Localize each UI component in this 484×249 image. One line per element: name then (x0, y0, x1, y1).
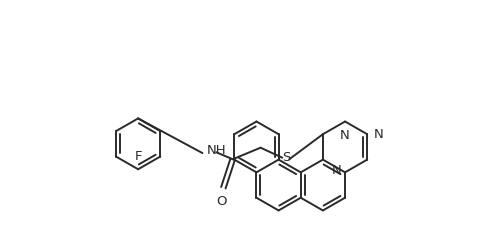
Text: N: N (339, 129, 349, 142)
Text: O: O (216, 195, 227, 208)
Text: NH: NH (206, 143, 226, 157)
Text: S: S (281, 151, 290, 164)
Text: N: N (331, 164, 340, 177)
Text: F: F (134, 150, 142, 163)
Text: N: N (373, 128, 382, 141)
